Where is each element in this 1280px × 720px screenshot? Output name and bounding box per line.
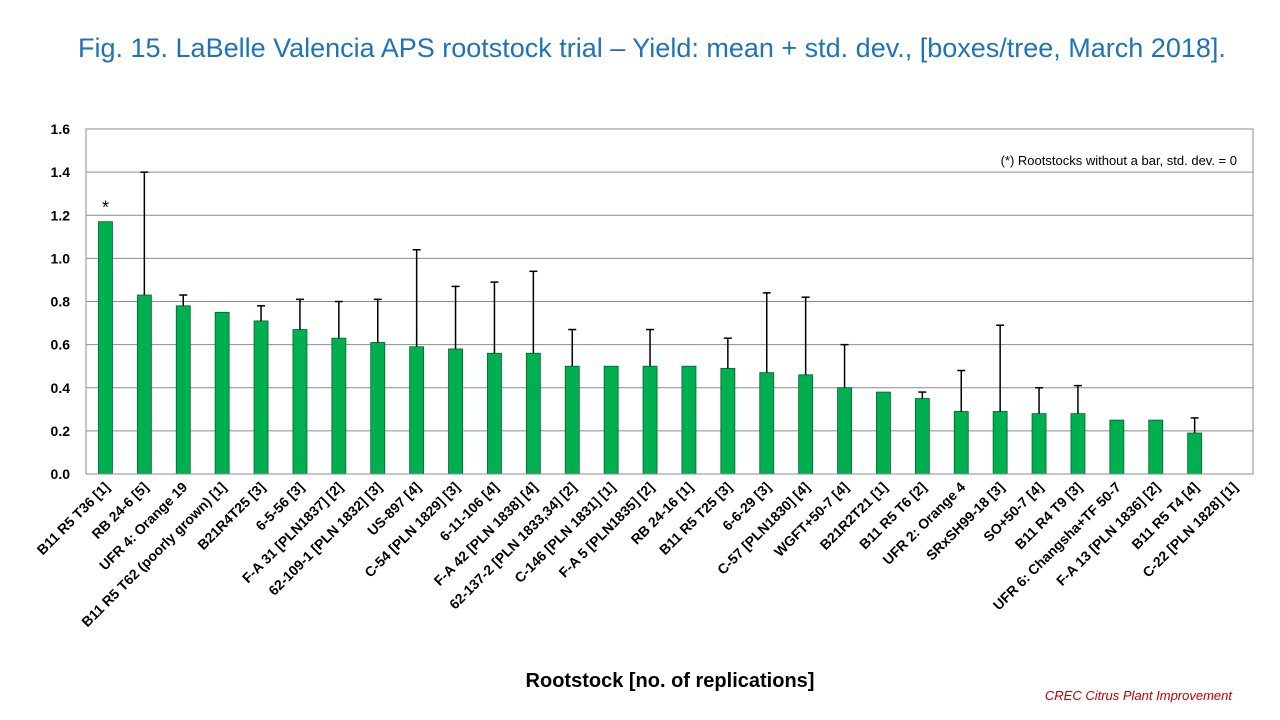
bar: [1070, 413, 1086, 475]
y-tick-label: 0.8: [51, 294, 71, 310]
bar: [1148, 419, 1164, 475]
bar: [448, 348, 463, 475]
bar: [564, 365, 580, 475]
annotation-note: (*) Rootstocks without a bar, std. dev. …: [1001, 153, 1237, 168]
x-axis-ticks: B11 R5 T36 [1]RB 24-6 [5]UFR 4: Orange 1…: [34, 479, 1241, 630]
y-axis-ticks: 0.0 0.2 0.4 0.6 0.8 1.0 1.2 1.4 1.6: [51, 121, 71, 482]
x-tick-label: B21R4T25 [3]: [194, 479, 268, 553]
bar: [953, 411, 969, 475]
bar: [720, 367, 736, 475]
bar: [331, 337, 347, 475]
y-tick-label: 0.6: [51, 337, 71, 353]
star-marker: *: [102, 198, 109, 218]
bar: [292, 329, 308, 475]
bar: [98, 221, 113, 475]
chart-title: Fig. 15. LaBelle Valencia APS rootstock …: [78, 33, 1226, 63]
bar: [214, 311, 230, 475]
bar: [681, 365, 697, 475]
bar: [175, 305, 191, 475]
bar: [409, 346, 425, 475]
y-tick-label: 0.0: [51, 466, 71, 482]
y-tick-label: 0.2: [51, 423, 71, 439]
y-tick-label: 1.4: [51, 164, 71, 180]
bar: [253, 320, 269, 475]
y-tick-label: 1.6: [51, 121, 71, 137]
bar: [136, 294, 152, 475]
plot-frame: [85, 128, 1254, 475]
y-tick-label: 1.0: [51, 250, 71, 266]
bar: [798, 374, 814, 475]
gridlines: [86, 171, 1253, 432]
bar: [603, 365, 619, 475]
bar: [837, 387, 852, 475]
bar: [487, 352, 502, 475]
bars: [98, 221, 1203, 475]
bar: [642, 365, 658, 475]
bar: [370, 342, 386, 475]
bar: [1187, 432, 1203, 475]
y-tick-label: 0.4: [51, 380, 71, 396]
y-tick-label: 1.2: [51, 207, 71, 223]
bar: [914, 398, 930, 475]
bar: [525, 352, 541, 475]
x-tick-label: B21R2T21 [1]: [817, 479, 891, 553]
bar: [759, 372, 775, 475]
error-bars: [140, 171, 1199, 434]
bar: [1109, 419, 1125, 475]
x-axis-label: Rootstock [no. of replications]: [525, 670, 815, 692]
bar: [876, 391, 891, 475]
bar: [992, 411, 1008, 475]
credit-text: CREC Citrus Plant Improvement: [1044, 688, 1232, 703]
bar: [1031, 413, 1047, 475]
